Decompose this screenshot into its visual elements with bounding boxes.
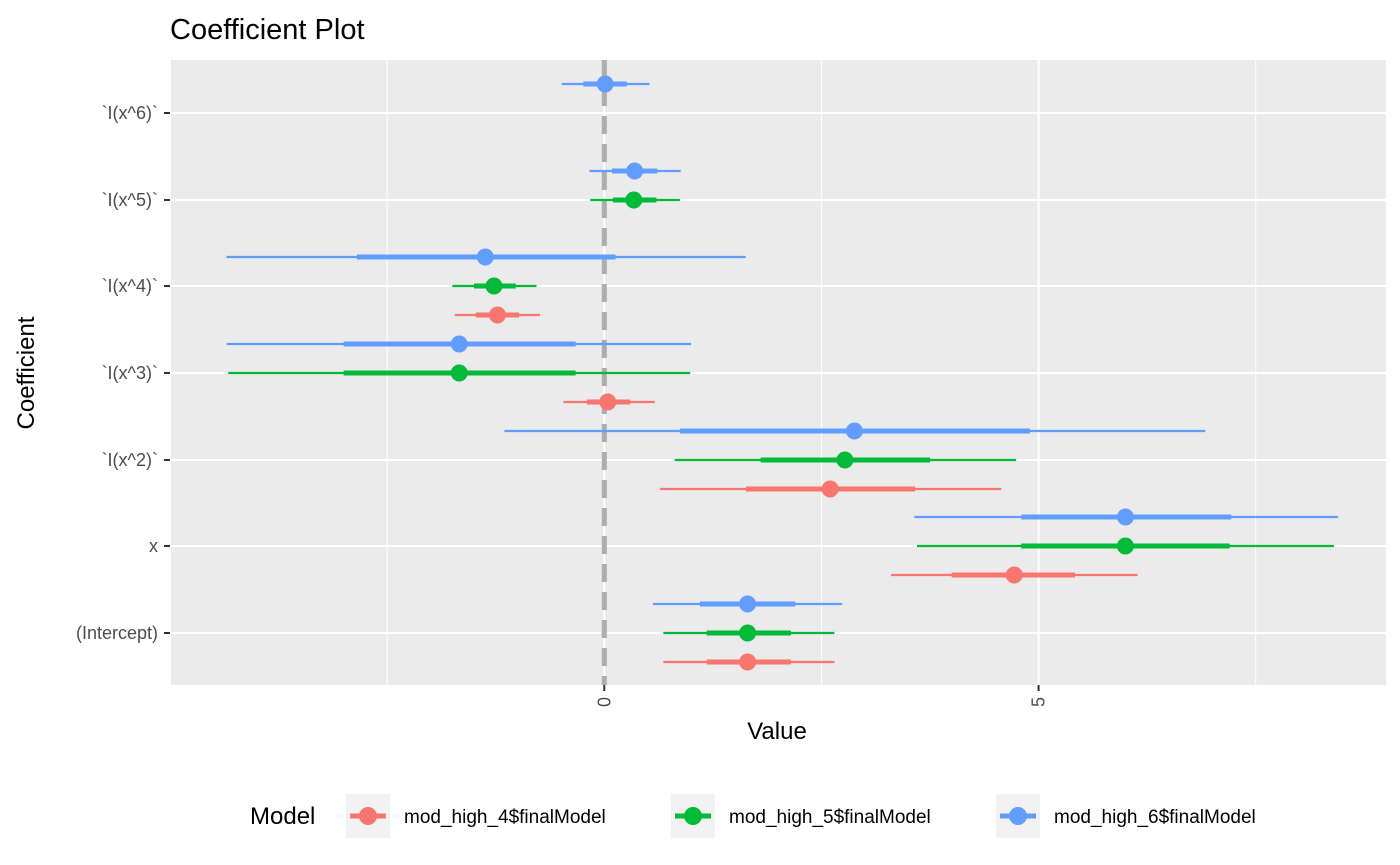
legend-key-point [684,807,702,825]
legend: Model mod_high_4$finalModel mod_high_5$fi… [250,794,1256,838]
estimate-point [599,393,617,411]
y-tick-label: `I(x^5)` [102,190,158,210]
chart-title: Coefficient Plot [170,14,365,46]
estimate-point [821,480,839,498]
legend-label: mod_high_4$finalModel [404,807,606,828]
estimate-point [488,306,506,324]
legend-label: mod_high_6$finalModel [1054,807,1256,828]
estimate-point [1005,566,1023,584]
estimate-point [450,335,468,353]
estimate-point [596,75,614,93]
y-tick-label: x [149,536,158,556]
estimate-point [739,653,757,671]
estimate-point [485,277,503,295]
estimate-point [450,364,468,382]
legend-title: Model [250,803,315,830]
estimate-point [626,162,644,180]
y-axis-title: Coefficient [13,316,40,429]
y-tick-label: `I(x^4)` [102,276,158,296]
estimate-point [739,595,757,613]
estimate-point [625,191,643,209]
legend-label: mod_high_5$finalModel [729,807,931,828]
x-tick-label: 0 [594,697,614,707]
series-group [226,75,1339,613]
y-tick-label: `I(x^3)` [102,363,158,383]
legend-key-point [1009,807,1027,825]
estimate-point [1116,537,1134,555]
y-tick-label: (Intercept) [76,623,158,643]
y-tick-label: `I(x^6)` [102,103,158,123]
estimate-point [739,624,757,642]
estimate-point [845,422,863,440]
legend-key-point [359,807,377,825]
coefficient-marks [226,75,1339,671]
x-axis-title: Value [747,718,807,745]
y-tick-label: `I(x^2)` [102,450,158,470]
series-group [228,191,1334,642]
estimate-point [1116,508,1134,526]
estimate-point [476,248,494,266]
series-group [454,306,1138,671]
estimate-point [836,451,854,469]
x-tick-label: 5 [1029,697,1049,707]
y-axis: (Intercept) x `I(x^2)` `I(x^3)` `I(x^4)` `I(x… [76,103,170,643]
